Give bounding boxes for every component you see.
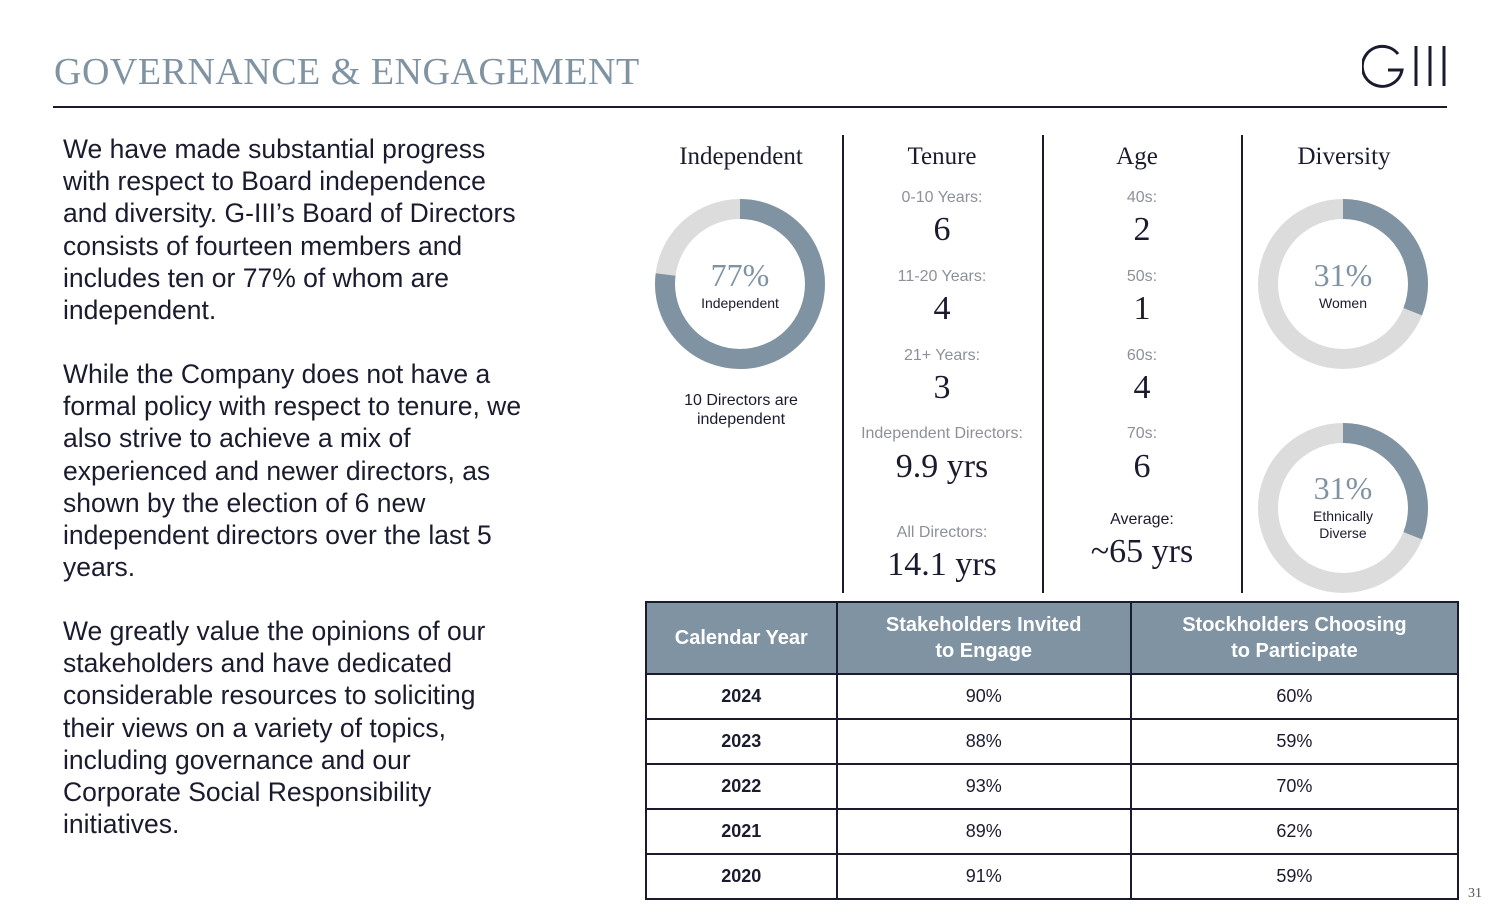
year-cell: 2020 bbox=[645, 853, 838, 900]
tenure-label-independent-directors: Independent Directors: bbox=[861, 425, 1023, 442]
header-calendar-year: Calendar Year bbox=[645, 601, 838, 675]
ethnically-diverse-donut bbox=[1258, 423, 1428, 593]
year-cell: 2024 bbox=[645, 673, 838, 720]
age-value-70s: 6 bbox=[1133, 448, 1151, 485]
independent-note-line1: 10 Directors are bbox=[684, 392, 798, 409]
column-divider bbox=[842, 135, 844, 593]
age-average-value: ~65 yrs bbox=[1090, 533, 1194, 570]
age-title: Age bbox=[1116, 143, 1158, 170]
table-row: 2024 90% 60% bbox=[645, 673, 1460, 720]
tenure-value-0-10: 6 bbox=[933, 211, 951, 248]
age-value-50s: 1 bbox=[1133, 290, 1151, 327]
year-cell: 2022 bbox=[645, 763, 838, 810]
tenure-label-21-plus: 21+ Years: bbox=[903, 347, 981, 364]
header-stockholders-participating: Stockholders Choosing to Participate bbox=[1129, 601, 1460, 675]
year-cell: 2021 bbox=[645, 808, 838, 855]
participate-cell: 59% bbox=[1129, 718, 1460, 765]
women-percent: 31% bbox=[1313, 257, 1373, 293]
age-value-40s: 2 bbox=[1133, 211, 1151, 248]
ethnically-diverse-percent: 31% bbox=[1313, 470, 1373, 506]
ethnically-diverse-label-line1: Ethnically bbox=[1313, 508, 1373, 524]
page-title: GOVERNANCE & ENGAGEMENT bbox=[54, 51, 640, 93]
table-row: 2020 91% 59% bbox=[645, 853, 1460, 900]
independent-title: Independent bbox=[679, 143, 803, 170]
tenure-value-11-20: 4 bbox=[933, 290, 951, 327]
page-number: 31 bbox=[1468, 886, 1482, 901]
age-average-label: Average: bbox=[1110, 511, 1174, 528]
invited-cell: 88% bbox=[835, 718, 1132, 765]
engagement-table: Calendar Year Stakeholders Invited to Eng… bbox=[645, 601, 1460, 900]
tenure-value-21-plus: 3 bbox=[933, 369, 951, 406]
header-divider bbox=[53, 106, 1447, 108]
invited-cell: 90% bbox=[835, 673, 1132, 720]
age-label-60s: 60s: bbox=[1126, 347, 1158, 364]
independent-note-line2: independent bbox=[696, 411, 786, 428]
column-divider bbox=[1042, 135, 1044, 593]
tenure-label-all-directors: All Directors: bbox=[896, 524, 988, 541]
age-label-40s: 40s: bbox=[1126, 189, 1158, 206]
tenure-title: Tenure bbox=[907, 143, 977, 170]
participate-cell: 59% bbox=[1129, 853, 1460, 900]
women-label: Women bbox=[1319, 295, 1367, 311]
invited-cell: 93% bbox=[835, 763, 1132, 810]
independent-label: Independent bbox=[701, 295, 779, 311]
invited-cell: 91% bbox=[835, 853, 1132, 900]
participate-cell: 70% bbox=[1129, 763, 1460, 810]
participate-cell: 60% bbox=[1129, 673, 1460, 720]
tenure-value-all-directors: 14.1 yrs bbox=[887, 546, 997, 583]
table-row: 2022 93% 70% bbox=[645, 763, 1460, 810]
paragraph-tenure: While the Company does not have a formal… bbox=[63, 359, 522, 583]
invited-cell: 89% bbox=[835, 808, 1132, 855]
paragraph-board-independence: We have made substantial progress with r… bbox=[63, 134, 516, 326]
women-donut bbox=[1258, 199, 1428, 369]
year-cell: 2023 bbox=[645, 718, 838, 765]
header-stakeholders-invited: Stakeholders Invited to Engage bbox=[835, 601, 1132, 675]
table-row: 2021 89% 62% bbox=[645, 808, 1460, 855]
age-value-60s: 4 bbox=[1133, 369, 1151, 406]
tenure-label-0-10: 0-10 Years: bbox=[901, 189, 983, 206]
paragraph-stakeholders: We greatly value the opinions of our sta… bbox=[63, 616, 486, 840]
participate-cell: 62% bbox=[1129, 808, 1460, 855]
tenure-value-independent-directors: 9.9 yrs bbox=[895, 448, 989, 485]
table-header-row: Calendar Year Stakeholders Invited to Eng… bbox=[645, 601, 1460, 675]
ethnically-diverse-label-line2: Diverse bbox=[1319, 525, 1367, 541]
age-label-70s: 70s: bbox=[1126, 425, 1158, 442]
tenure-label-11-20: 11-20 Years: bbox=[897, 268, 987, 285]
age-label-50s: 50s: bbox=[1126, 268, 1158, 285]
independent-donut bbox=[655, 199, 825, 369]
independent-percent: 77% bbox=[710, 257, 770, 293]
table-row: 2023 88% 59% bbox=[645, 718, 1460, 765]
giii-logo bbox=[1362, 44, 1446, 88]
diversity-title: Diversity bbox=[1297, 143, 1391, 170]
column-divider bbox=[1241, 135, 1243, 593]
